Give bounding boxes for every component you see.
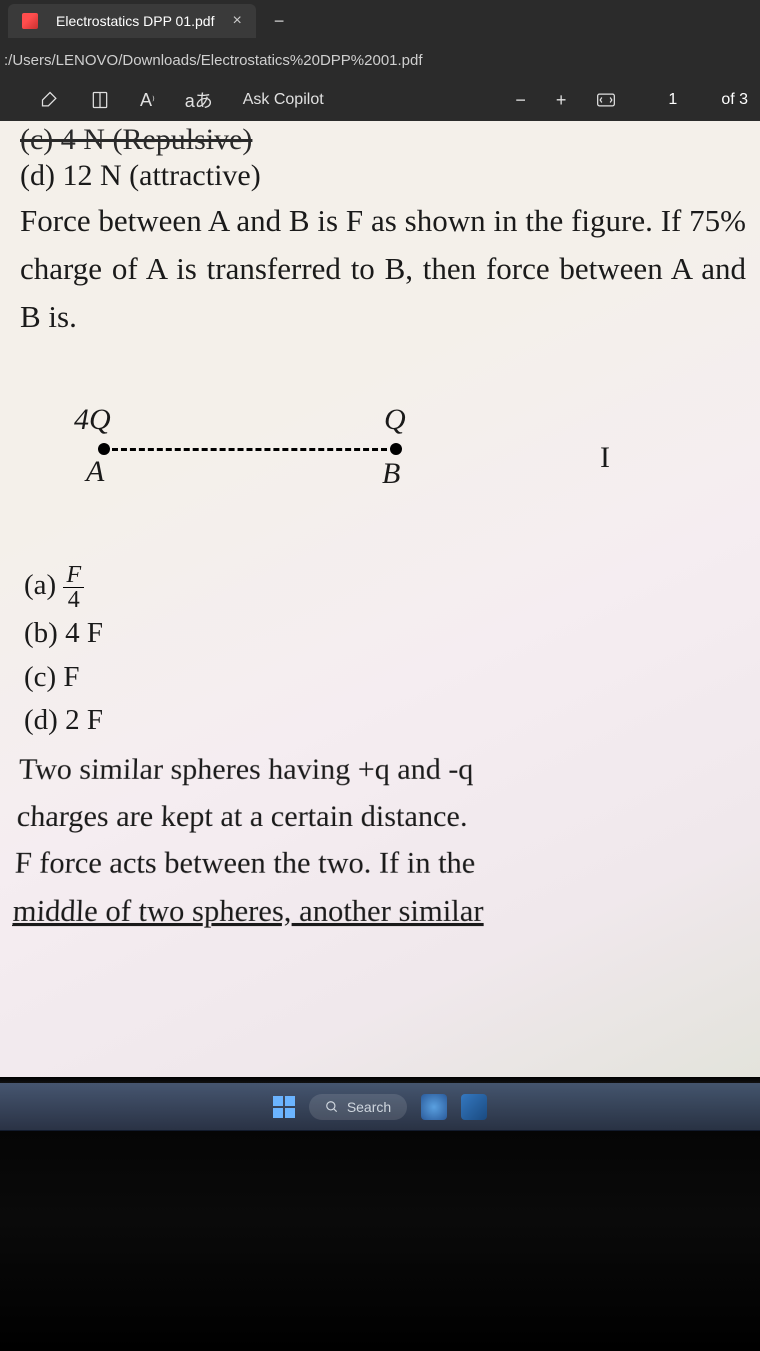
label-q: Q bbox=[384, 403, 406, 437]
answer-options: (a) F 4 (b) 4 F (c) F (d) 2 F bbox=[20, 563, 746, 743]
ask-copilot-button[interactable]: Ask Copilot bbox=[243, 91, 324, 109]
app-window: Electrostatics DPP 01.pdf × − :/Users/LE… bbox=[0, 0, 760, 1130]
label-b: B bbox=[382, 457, 400, 491]
pdf-toolbar: A⁾ aあ Ask Copilot − + 1 of 3 bbox=[0, 81, 760, 121]
option-b: (b) 4 F bbox=[24, 612, 746, 656]
charge-diagram: 4Q Q A B I bbox=[20, 403, 746, 533]
taskbar-search[interactable]: Search bbox=[309, 1094, 407, 1120]
pdf-icon bbox=[22, 13, 38, 29]
windows-taskbar: Search bbox=[0, 1083, 760, 1131]
fraction-f-over-4: F 4 bbox=[63, 563, 84, 612]
address-bar[interactable]: :/Users/LENOVO/Downloads/Electrostatics%… bbox=[0, 42, 760, 81]
close-icon[interactable]: × bbox=[232, 12, 241, 30]
page-number[interactable]: 1 bbox=[668, 91, 677, 109]
tab-title: Electrostatics DPP 01.pdf bbox=[56, 13, 214, 29]
tab-active[interactable]: Electrostatics DPP 01.pdf × bbox=[8, 4, 256, 38]
charge-dot-a bbox=[98, 443, 110, 455]
zoom-out-icon[interactable]: − bbox=[515, 90, 526, 111]
read-aloud-icon[interactable]: A⁾ bbox=[140, 90, 155, 111]
start-button[interactable] bbox=[273, 1096, 295, 1118]
dashed-connector bbox=[112, 448, 387, 451]
page-total-label: of 3 bbox=[721, 91, 748, 109]
physical-surface bbox=[0, 1131, 760, 1351]
taskbar-app-1[interactable] bbox=[421, 1094, 447, 1120]
zoom-in-icon[interactable]: + bbox=[556, 90, 567, 111]
question-text: Force between A and B is F as shown in t… bbox=[20, 197, 746, 361]
minimize-icon[interactable]: − bbox=[274, 11, 285, 32]
charge-dot-b bbox=[390, 443, 402, 455]
label-a: A bbox=[86, 455, 104, 489]
pdf-page: (c) 4 N (Repulsive) (d) 12 N (attractive… bbox=[0, 121, 760, 1130]
file-path: :/Users/LENOVO/Downloads/Electrostatics%… bbox=[4, 52, 423, 69]
next-question-text: Two similar spheres having +q and -q cha… bbox=[12, 743, 754, 935]
bezel-edge bbox=[0, 1077, 760, 1083]
option-d: (d) 2 F bbox=[24, 699, 746, 743]
fit-page-icon[interactable] bbox=[596, 92, 616, 108]
document-viewport[interactable]: (c) 4 N (Repulsive) (d) 12 N (attractive… bbox=[0, 121, 760, 1130]
translate-icon[interactable]: aあ bbox=[185, 87, 213, 113]
prev-option-d: (d) 12 N (attractive) bbox=[20, 157, 746, 197]
taskbar-app-2[interactable] bbox=[461, 1094, 487, 1120]
prev-option-c: (c) 4 N (Repulsive) bbox=[20, 121, 746, 157]
draw-icon[interactable] bbox=[40, 90, 60, 110]
text-cursor: I bbox=[600, 441, 610, 475]
option-c: (c) F bbox=[24, 656, 746, 700]
search-icon bbox=[325, 1100, 339, 1114]
option-a: (a) F 4 bbox=[24, 563, 746, 612]
search-placeholder: Search bbox=[347, 1099, 391, 1115]
tab-bar: Electrostatics DPP 01.pdf × − bbox=[0, 0, 760, 42]
page-view-icon[interactable] bbox=[90, 90, 110, 110]
label-4q: 4Q bbox=[74, 403, 111, 437]
